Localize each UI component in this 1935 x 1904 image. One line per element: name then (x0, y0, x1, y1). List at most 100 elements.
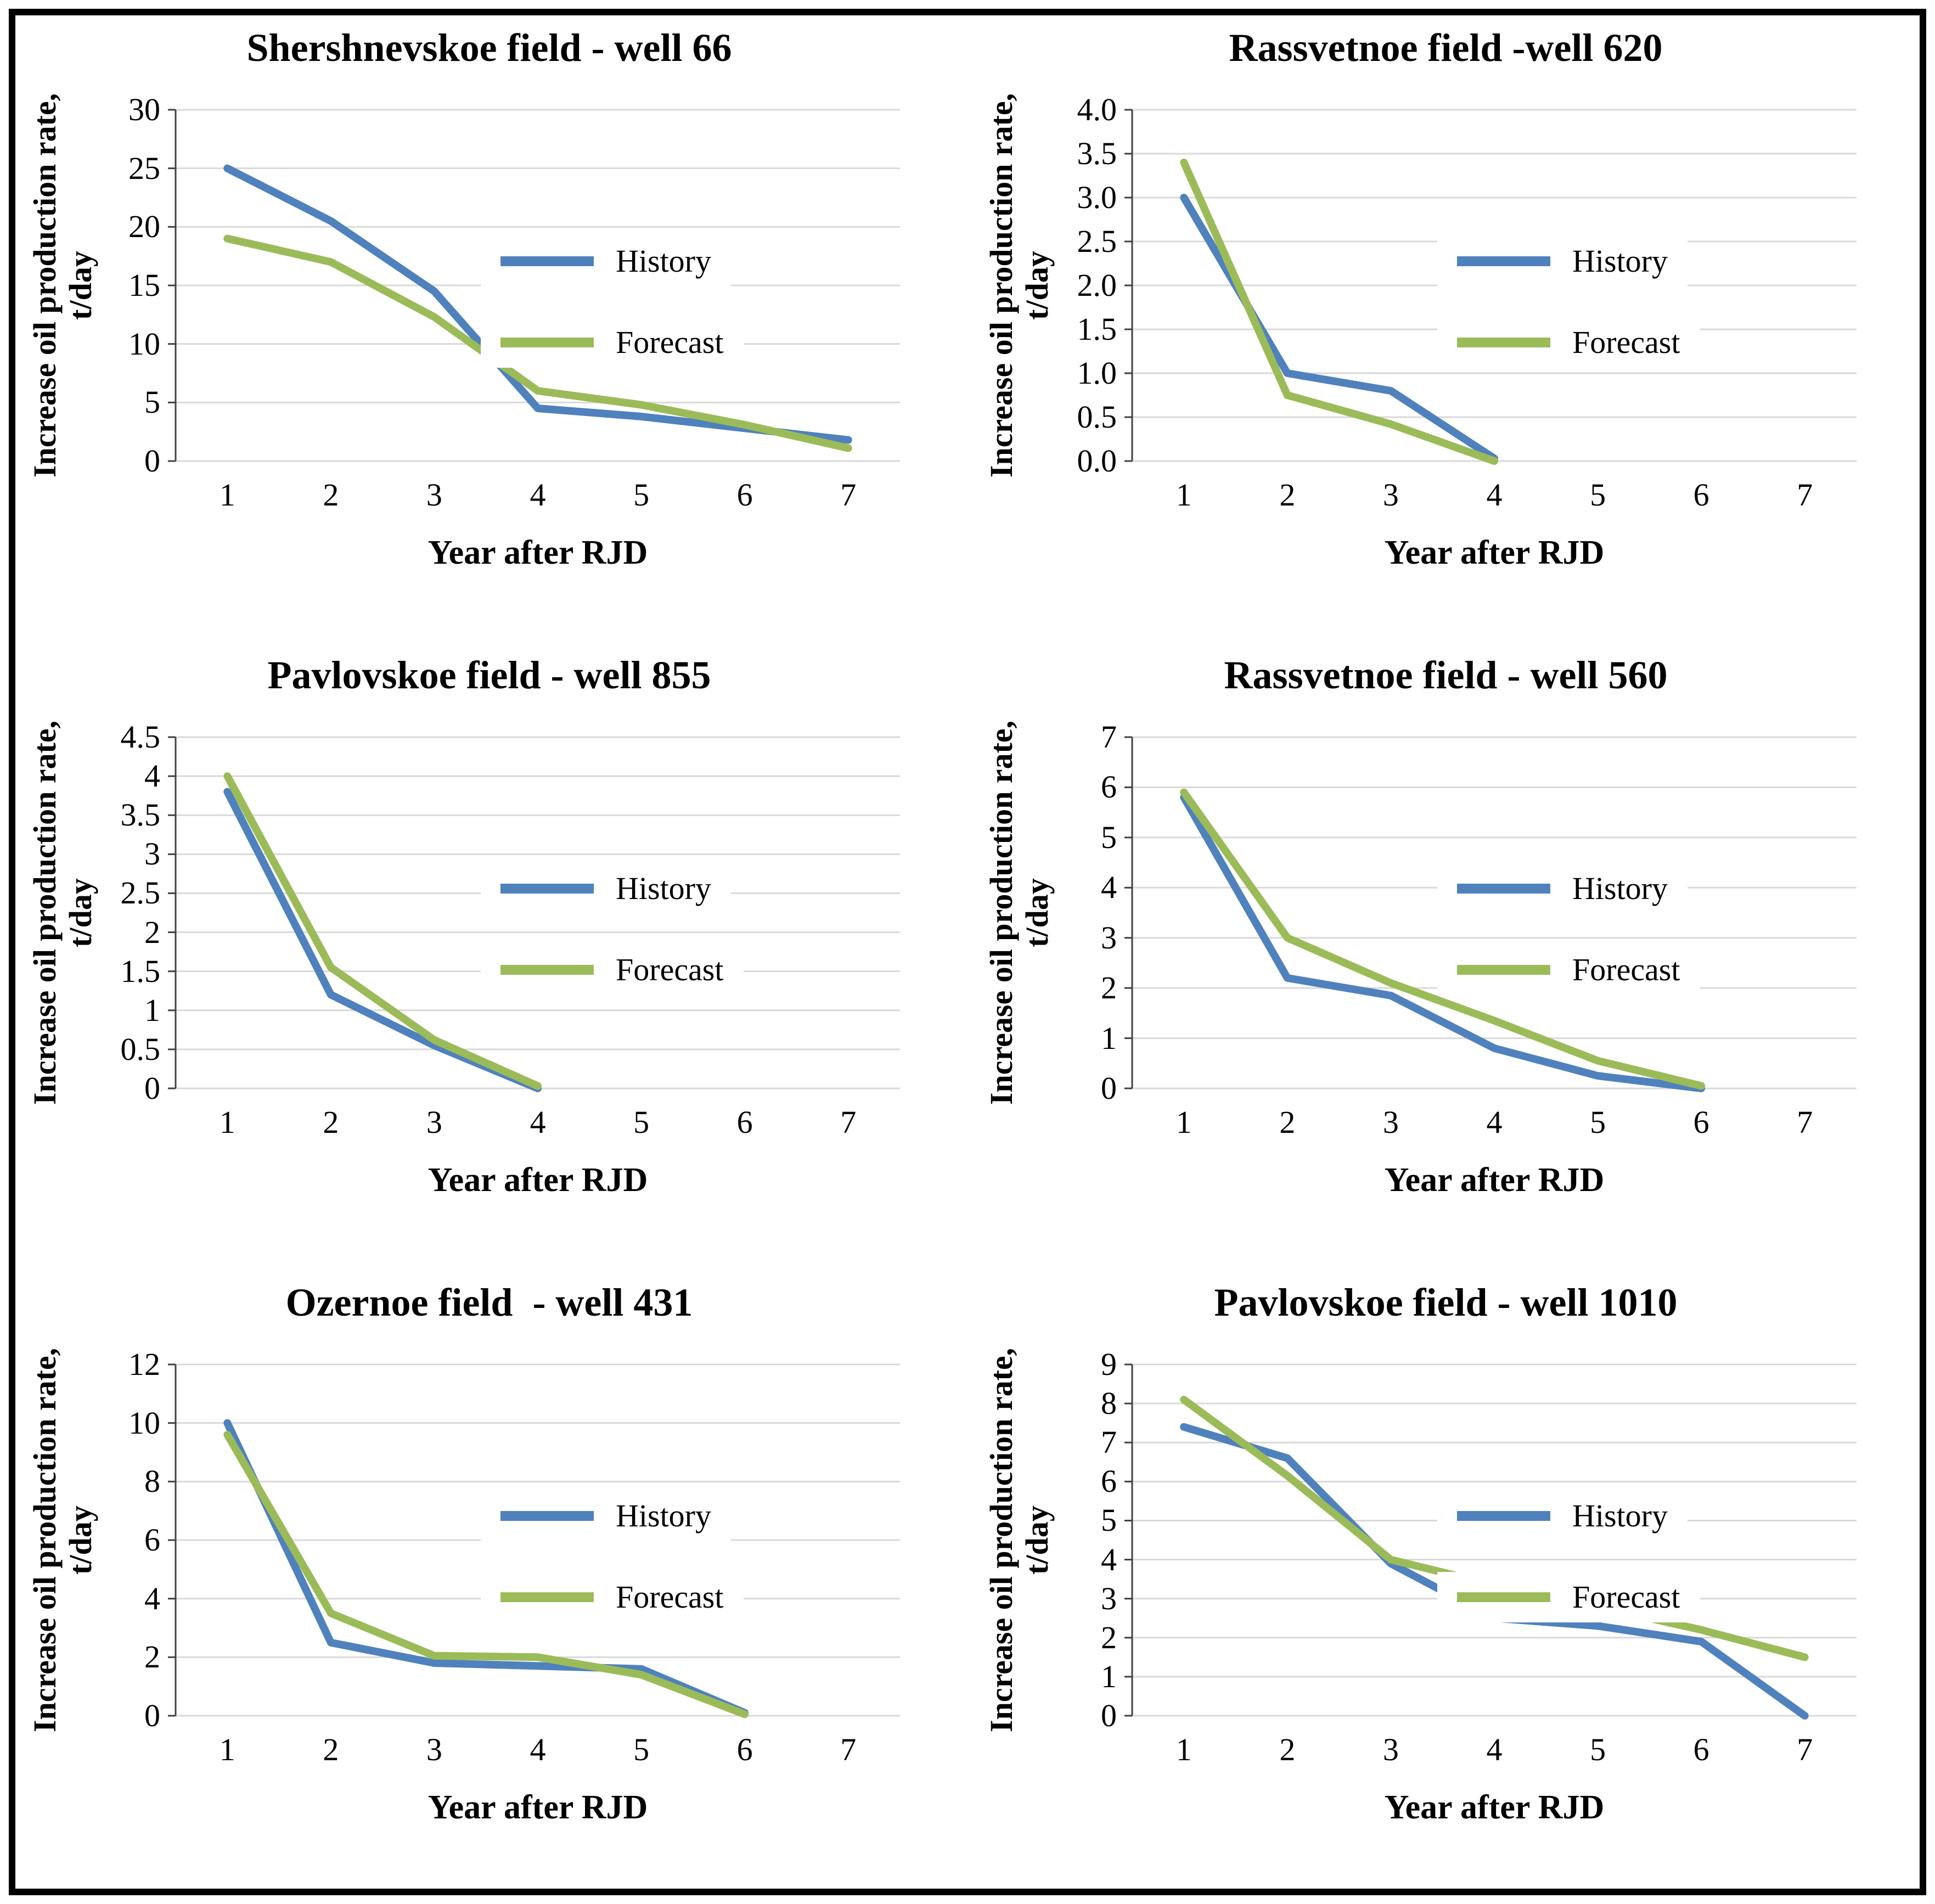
y-tick-label: 3 (144, 836, 160, 872)
x-tick-label: 5 (1590, 1732, 1606, 1767)
y-tick-label: 2 (1101, 1619, 1117, 1655)
y-tick-label: 15 (128, 267, 160, 303)
x-tick-label: 1 (219, 477, 235, 513)
x-tick-label: 3 (1382, 1732, 1399, 1767)
chart-cell-rassvetnoe-560: Rassvetnoe field - well 560 Increase oil… (968, 638, 1924, 1266)
forecast-line-swatch (1457, 965, 1550, 975)
y-tick-labels: 30 25 20 15 10 5 0 (11, 92, 160, 479)
legend-label-forecast: Forecast (616, 952, 724, 987)
x-tick-label: 7 (840, 1104, 857, 1140)
y-tick-label: 1.5 (1077, 311, 1117, 347)
history-line-swatch (1457, 1511, 1550, 1521)
history-line-swatch (500, 884, 594, 894)
legend-item-forecast: Forecast (481, 1572, 744, 1622)
x-axis-title: Year after RJD (428, 1161, 648, 1199)
x-tick-label: 2 (1279, 477, 1296, 513)
x-tick-label: 7 (840, 477, 857, 513)
y-tick-label: 9 (1101, 1346, 1117, 1382)
legend-item-history: History (481, 1491, 731, 1541)
y-tick-label: 8 (1101, 1385, 1117, 1422)
x-tick-label: 3 (426, 1732, 442, 1767)
y-tick-label: 4 (1101, 869, 1117, 906)
x-tick-label: 3 (1382, 477, 1399, 513)
chart-title: Pavlovskoe field - well 855 (267, 653, 711, 697)
x-tick-label: 4 (1486, 477, 1503, 513)
chart-title: Pavlovskoe field - well 1010 (1214, 1280, 1678, 1324)
x-axis-title: Year after RJD (428, 534, 648, 571)
x-tick-label: 1 (1175, 477, 1192, 513)
x-tick-label: 2 (323, 1104, 339, 1140)
y-tick-label: 4 (144, 758, 160, 794)
chart-cell-rassvetnoe-620: Rassvetnoe field -well 620 Increase oil … (968, 11, 1924, 638)
y-tick-label: 2.5 (120, 875, 161, 911)
y-tick-label: 5 (144, 384, 160, 420)
x-tick-label: 4 (530, 1104, 546, 1140)
y-tick-label: 6 (1101, 1463, 1117, 1499)
x-tick-label: 6 (1693, 1104, 1709, 1140)
chart-title: Rassvetnoe field - well 560 (1224, 653, 1668, 697)
x-tick-label: 5 (633, 477, 650, 513)
x-tick-label: 5 (1590, 477, 1606, 513)
legend: History Forecast (1437, 236, 1700, 368)
y-tick-label: 2.5 (1077, 223, 1117, 259)
y-tick-labels: 4.0 3.5 3.0 2.5 2.0 1.5 1.0 0.5 0.0 (968, 92, 1117, 479)
forecast-line (223, 772, 542, 1090)
x-tick-label: 2 (1279, 1732, 1296, 1767)
y-tick-label: 4.5 (120, 719, 161, 755)
chart-title: Rassvetnoe field -well 620 (1229, 26, 1663, 70)
y-tick-label: 8 (144, 1463, 160, 1499)
history-line-swatch (1457, 256, 1550, 266)
legend-item-history: History (1437, 863, 1688, 914)
plot-area (1124, 1363, 1857, 1720)
y-tick-label: 2 (144, 1639, 160, 1675)
y-tick-labels: 4.5 4 3.5 3 2.5 2 1.5 1 0.5 0 (11, 719, 161, 1106)
y-tick-label: 12 (128, 1346, 160, 1382)
y-tick-label: 3 (1101, 1580, 1117, 1616)
forecast-line-swatch (1457, 1592, 1550, 1602)
x-axis-title: Year after RJD (1384, 1789, 1605, 1826)
x-tick-labels: 1 2 3 4 5 6 7 (1132, 1103, 1857, 1142)
y-tick-label: 10 (128, 325, 160, 362)
x-tick-label: 7 (1797, 1732, 1813, 1767)
y-tick-label: 3 (1101, 919, 1117, 956)
history-line (223, 1419, 749, 1717)
y-tick-label: 0.5 (1077, 399, 1117, 435)
y-tick-label: 25 (128, 150, 160, 186)
y-tick-label: 6 (1101, 769, 1117, 805)
y-tick-label: 5 (1101, 1502, 1117, 1538)
forecast-line-swatch (500, 965, 594, 975)
chart-cell-shershnevskoe-66: Shershnevskoe field - well 66 Increase o… (11, 11, 968, 638)
legend-item-history: History (1437, 1491, 1688, 1541)
y-tick-label: 7 (1101, 719, 1117, 755)
history-line-swatch (1457, 884, 1550, 894)
forecast-line-swatch (1457, 338, 1550, 347)
legend-label-forecast: Forecast (1572, 324, 1680, 360)
x-tick-label: 3 (1382, 1104, 1399, 1140)
y-tick-label: 2 (144, 914, 160, 950)
legend-label-forecast: Forecast (1572, 1579, 1680, 1615)
x-tick-label: 1 (219, 1104, 235, 1140)
x-tick-label: 2 (1279, 1104, 1296, 1140)
legend: History Forecast (481, 1491, 744, 1622)
x-tick-label: 2 (323, 477, 339, 513)
history-line (1180, 793, 1706, 1092)
y-tick-label: 6 (144, 1522, 160, 1558)
x-tick-label: 4 (1486, 1104, 1503, 1140)
y-tick-labels: 12 10 8 6 4 2 0 (11, 1346, 160, 1733)
forecast-line (223, 234, 852, 452)
legend-label-history: History (1572, 1498, 1668, 1534)
legend-label-forecast: Forecast (1572, 952, 1680, 987)
x-tick-label: 7 (1797, 477, 1813, 513)
y-tick-label: 1 (1101, 1020, 1117, 1056)
y-tick-label: 1 (144, 992, 160, 1028)
x-tick-label: 3 (426, 1104, 442, 1140)
x-tick-labels: 1 2 3 4 5 6 7 (1132, 1730, 1857, 1770)
figure-border (9, 9, 1926, 1895)
x-tick-label: 5 (633, 1104, 650, 1140)
plot-area (168, 1363, 900, 1718)
legend-label-history: History (616, 243, 711, 279)
legend-label-history: History (616, 1498, 711, 1534)
y-tick-label: 0 (144, 1070, 160, 1106)
legend: History Forecast (481, 236, 744, 368)
x-tick-label: 4 (530, 477, 546, 513)
